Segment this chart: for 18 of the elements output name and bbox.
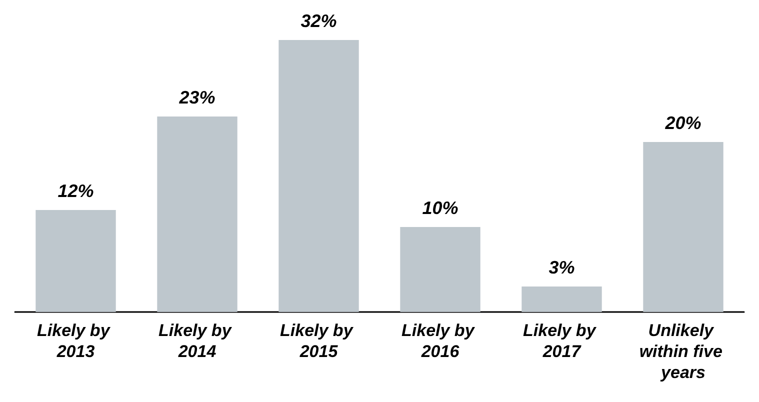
bar [157, 116, 238, 312]
data-label: 10% [422, 198, 458, 218]
data-label: 12% [58, 181, 94, 201]
data-label: 20% [664, 113, 702, 133]
x-tick-label: Likely by 2016 [402, 321, 479, 361]
x-tick-label: Likely by 2017 [523, 321, 600, 361]
x-tick-label: Likely by 2015 [280, 321, 358, 361]
data-label: 32% [300, 11, 337, 31]
data-label: 23% [178, 88, 216, 108]
x-tick-label: Unlikely within five years [639, 321, 728, 382]
bar [278, 40, 359, 312]
x-tick-label: Likely by 2013 [37, 321, 114, 361]
data-label: 3% [548, 258, 575, 278]
x-tick-label: Likely by 2014 [158, 321, 236, 361]
bar [400, 227, 480, 312]
bar [643, 142, 724, 312]
bar [36, 210, 116, 312]
bar [522, 286, 602, 312]
